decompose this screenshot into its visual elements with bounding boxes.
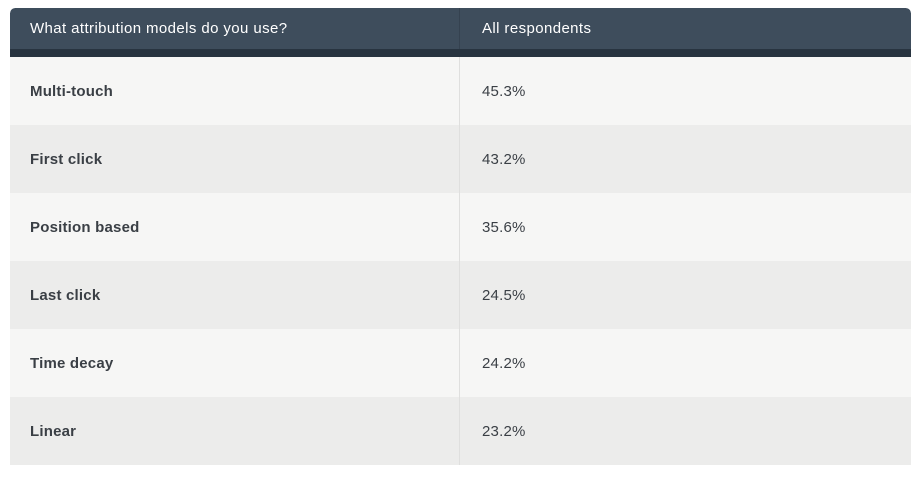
row-value: 35.6% xyxy=(482,218,526,236)
row-value-cell: 24.5% xyxy=(460,261,911,329)
table-row-position-based: Position based 35.6% xyxy=(10,193,911,261)
row-label: Position based xyxy=(30,218,140,236)
row-label: Multi-touch xyxy=(30,82,114,100)
row-label-cell: Position based xyxy=(10,193,460,261)
header-question-label: What attribution models do you use? xyxy=(30,20,288,37)
row-label: Last click xyxy=(30,286,101,304)
row-value: 24.5% xyxy=(482,286,526,304)
row-value: 23.2% xyxy=(482,422,526,440)
row-value-cell: 43.2% xyxy=(460,125,911,193)
header-respondents-cell: All respondents xyxy=(460,8,911,49)
header-respondents-label: All respondents xyxy=(482,20,592,37)
table-header-row: What attribution models do you use? All … xyxy=(10,8,911,57)
table-row-last-click: Last click 24.5% xyxy=(10,261,911,329)
row-label: First click xyxy=(30,150,103,168)
table-row-first-click: First click 43.2% xyxy=(10,125,911,193)
row-value: 45.3% xyxy=(482,82,526,100)
row-label-cell: Multi-touch xyxy=(10,57,460,125)
row-label-cell: Last click xyxy=(10,261,460,329)
row-value-cell: 23.2% xyxy=(460,397,911,465)
row-label: Linear xyxy=(30,422,77,440)
row-label-cell: Linear xyxy=(10,397,460,465)
header-question-cell: What attribution models do you use? xyxy=(10,8,460,49)
table-row-linear: Linear 23.2% xyxy=(10,397,911,465)
row-label-cell: Time decay xyxy=(10,329,460,397)
row-value: 24.2% xyxy=(482,354,526,372)
table-row-multi-touch: Multi-touch 45.3% xyxy=(10,57,911,125)
row-value: 43.2% xyxy=(482,150,526,168)
table-row-time-decay: Time decay 24.2% xyxy=(10,329,911,397)
row-value-cell: 45.3% xyxy=(460,57,911,125)
row-value-cell: 35.6% xyxy=(460,193,911,261)
row-label-cell: First click xyxy=(10,125,460,193)
row-value-cell: 24.2% xyxy=(460,329,911,397)
row-label: Time decay xyxy=(30,354,114,372)
survey-results-table: What attribution models do you use? All … xyxy=(10,8,911,465)
